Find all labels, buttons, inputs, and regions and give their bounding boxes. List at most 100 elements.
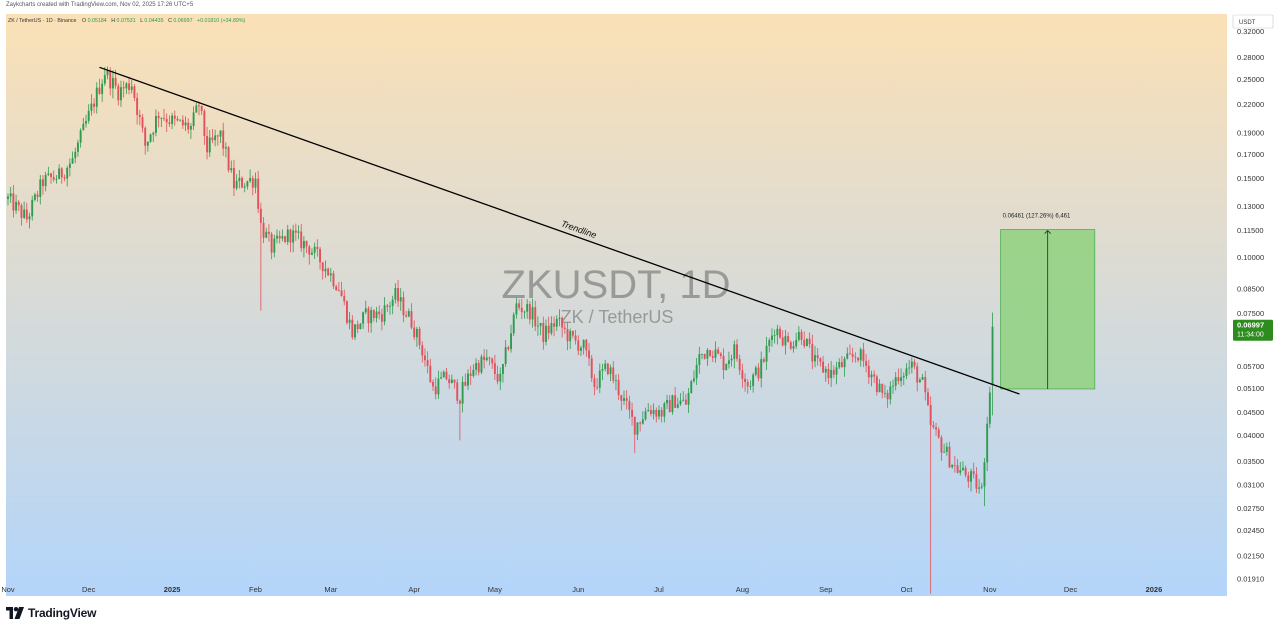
measure-label: 0.06461 (127.26%) 6,461 <box>1003 214 1071 220</box>
candle-body <box>453 379 456 383</box>
candle-body <box>157 116 160 119</box>
time-tick: Mar <box>324 585 337 594</box>
candle-body <box>580 347 582 351</box>
candle-body <box>590 358 593 379</box>
currency-box[interactable]: USDT <box>1232 14 1274 29</box>
candle-body <box>101 83 104 94</box>
price-axis[interactable]: 0.32000 0.28000 0.25000 0.22000 0.19000 0.170… <box>1237 27 1264 584</box>
price-tick: 0.32000 <box>1237 27 1264 36</box>
candle-body <box>617 380 620 396</box>
candle-body <box>286 229 289 242</box>
candle-body <box>335 286 338 291</box>
candle-body <box>20 205 23 218</box>
candle-body <box>867 365 870 378</box>
candle-body <box>364 308 367 313</box>
candle-body <box>706 349 709 359</box>
candle-body <box>725 364 728 371</box>
candle-body <box>313 246 316 253</box>
candle-body <box>816 355 819 358</box>
candle-body <box>246 181 249 187</box>
candle-body <box>800 331 803 340</box>
candle-body <box>684 399 687 405</box>
candle-body <box>114 77 117 86</box>
candle-body <box>36 194 39 197</box>
candle-body <box>507 347 510 350</box>
candle-body <box>216 135 219 137</box>
candle-body <box>305 240 308 247</box>
candle-body <box>741 370 744 379</box>
candle-body <box>701 353 703 355</box>
candle-body <box>905 368 908 377</box>
candle-body <box>830 369 833 379</box>
price-tick: 0.19000 <box>1237 128 1264 137</box>
candle-body <box>472 369 475 376</box>
candle-body <box>518 303 521 308</box>
candle-body <box>776 328 779 336</box>
candle-body <box>811 344 814 362</box>
candle-body <box>789 342 792 349</box>
candle-body <box>176 118 179 121</box>
candle-body <box>200 105 203 111</box>
candle-body <box>658 410 660 417</box>
time-axis[interactable]: Nov Dec 2025 Feb Mar Apr May Jun Jul Aug Sep Oct Nov… <box>1 585 1162 594</box>
candle-body <box>189 126 192 130</box>
candle-body <box>719 353 722 356</box>
candle-body <box>163 118 165 119</box>
candle-body <box>695 364 698 379</box>
candle-body <box>311 252 313 255</box>
candle-body <box>760 359 763 379</box>
price-tick: 0.07500 <box>1237 309 1264 318</box>
tradingview-logo[interactable]: TradingView <box>6 604 96 622</box>
candle-body <box>846 353 849 359</box>
candle-body <box>945 446 948 452</box>
candle-body <box>270 233 273 253</box>
candle-body <box>179 119 182 121</box>
price-tick: 0.02450 <box>1237 526 1264 535</box>
candle-body <box>184 122 187 126</box>
candle-body <box>827 368 830 379</box>
candle-body <box>348 319 351 323</box>
trendline[interactable] <box>99 66 1020 395</box>
candle-body <box>141 117 144 128</box>
candle-body <box>130 86 133 90</box>
candle-body <box>916 366 919 383</box>
candle-body <box>66 167 69 179</box>
candle-body <box>321 262 324 272</box>
candle-body <box>76 142 79 152</box>
candle-body <box>42 179 44 187</box>
candle-body <box>558 317 561 320</box>
candle-body <box>883 392 886 394</box>
candle-body <box>631 409 634 417</box>
candle-body <box>588 350 590 359</box>
candle-body <box>25 209 28 220</box>
candle-body <box>988 392 991 424</box>
candle-body <box>483 356 486 361</box>
candle-body <box>257 178 260 209</box>
candle-body <box>109 70 112 89</box>
candle-body <box>840 362 843 368</box>
candle-body <box>690 381 693 394</box>
candle-body <box>394 288 397 300</box>
candle-body <box>284 236 287 242</box>
candle-body <box>717 349 720 354</box>
candle-body <box>461 381 464 404</box>
candle-body <box>854 356 857 358</box>
candle-body <box>633 416 636 435</box>
candle-body <box>787 336 790 343</box>
candle-body <box>456 382 459 401</box>
candle-body <box>95 87 98 107</box>
candle-body <box>98 87 101 94</box>
candle-body <box>203 110 206 136</box>
candle-body <box>370 310 373 324</box>
time-tick: Dec <box>1064 585 1078 594</box>
candle-body <box>52 177 55 180</box>
candle-body <box>709 349 712 357</box>
candle-body <box>39 179 42 197</box>
measure-box[interactable]: 0.06461 (127.26%) 6,461 <box>1000 214 1096 390</box>
candle-body <box>623 398 625 401</box>
candle-body <box>249 178 252 182</box>
candle-body <box>502 364 504 374</box>
candle-body <box>362 312 365 324</box>
candle-body <box>972 471 975 475</box>
